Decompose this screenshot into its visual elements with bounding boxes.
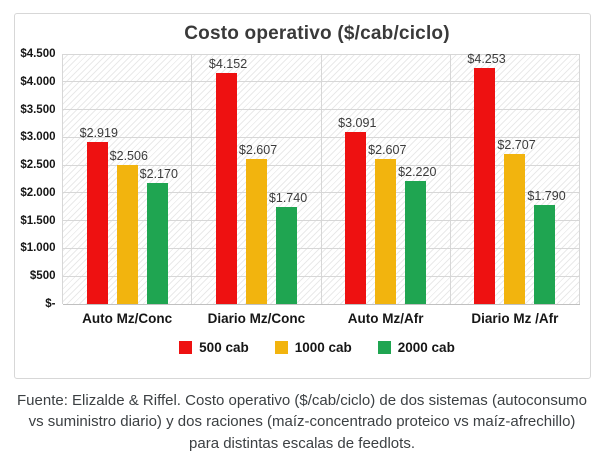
y-axis-tick-label: $3.000 bbox=[20, 131, 56, 144]
y-axis-tick-label: $3.500 bbox=[20, 103, 56, 116]
x-axis: Auto Mz/Conc Diario Mz/Conc Auto Mz/Afr Dia… bbox=[63, 311, 580, 326]
bar-cluster: $4.152 $2.607 $1.740 bbox=[192, 54, 321, 304]
bar-value-label: $3.091 bbox=[338, 116, 377, 131]
bar-1000-cab: $2.707 bbox=[497, 138, 536, 304]
figure-caption: Fuente: Elizalde & Riffel. Costo operati… bbox=[17, 392, 587, 452]
bar-500-cab: $3.091 bbox=[338, 116, 376, 304]
bar-500-cab: $4.253 bbox=[467, 52, 506, 304]
vertical-gridline bbox=[62, 54, 63, 304]
x-category-label: Auto Mz/Conc bbox=[82, 311, 173, 326]
bar-cluster: $3.091 $2.607 $2.220 bbox=[321, 54, 450, 304]
plot-area: $2.919 $2.506 $2.170 $4.152 $2.607 $1.740 $3.0… bbox=[62, 52, 580, 305]
bar-value-label: $1.790 bbox=[527, 188, 566, 203]
bar-cluster: $4.253 $2.707 $1.790 bbox=[450, 52, 579, 304]
bar-2000-cab: $1.740 bbox=[269, 191, 307, 304]
y-axis-tick-label: $500 bbox=[29, 270, 56, 283]
vertical-gridline bbox=[449, 54, 451, 304]
bar-value-label: $2.506 bbox=[109, 148, 148, 163]
x-category-label: Auto Mz/Afr bbox=[347, 311, 424, 326]
bar-value-label: $1.740 bbox=[268, 191, 308, 206]
x-category-label: Diario Mz/Conc bbox=[207, 311, 306, 326]
vertical-gridline bbox=[320, 54, 322, 304]
y-axis-tick-label: $2.500 bbox=[20, 159, 56, 172]
chart-body: $4.500 $4.000 $3.500 $3.000 $2.500 $2.000 $1.5… bbox=[15, 48, 580, 326]
legend-label: 2000 cab bbox=[397, 340, 455, 355]
legend: 500 cab 1000 cab 2000 cab bbox=[55, 340, 580, 355]
bar-500-cab: $4.152 bbox=[209, 57, 247, 304]
y-axis-tick-label: $1.000 bbox=[20, 242, 56, 255]
bar-cluster: $2.919 $2.506 $2.170 bbox=[63, 54, 192, 304]
bar-value-label: $2.919 bbox=[79, 125, 118, 140]
y-axis-tick-label: $2.000 bbox=[20, 186, 56, 199]
legend-swatch bbox=[377, 341, 391, 354]
y-axis-tick-label: $4.000 bbox=[20, 75, 56, 88]
y-axis-tick-label: $- bbox=[45, 298, 56, 310]
y-axis-tick-label: $4.500 bbox=[20, 48, 56, 60]
bar-2000-cab: $2.170 bbox=[140, 167, 178, 304]
plot-wrap: $2.919 $2.506 $2.170 $4.152 $2.607 $1.740 $3.0… bbox=[62, 52, 580, 326]
vertical-gridline bbox=[578, 54, 580, 304]
bar-2000-cab: $2.220 bbox=[398, 165, 436, 304]
bar-1000-cab: $2.607 bbox=[368, 143, 406, 304]
bar-value-label: $2.607 bbox=[238, 143, 278, 158]
x-category-label: Diario Mz /Afr bbox=[471, 311, 559, 326]
chart-title: Costo operativo ($/cab/ciclo) bbox=[184, 23, 450, 44]
legend-swatch bbox=[274, 341, 288, 354]
y-axis-tick-label: $1.500 bbox=[20, 214, 56, 227]
vertical-gridline bbox=[191, 54, 193, 304]
bar-500-cab: $2.919 bbox=[80, 126, 118, 304]
legend-item: 2000 cab bbox=[377, 340, 455, 355]
y-axis: $4.500 $4.000 $3.500 $3.000 $2.500 $2.000 $1.5… bbox=[15, 48, 63, 310]
bar-clusters: $2.919 $2.506 $2.170 $4.152 $2.607 $1.740 $3.0… bbox=[63, 52, 580, 304]
bar-value-label: $4.152 bbox=[208, 57, 248, 72]
bar-1000-cab: $2.506 bbox=[110, 149, 148, 304]
bar-value-label: $2.607 bbox=[368, 143, 407, 158]
bar-value-label: $2.220 bbox=[398, 164, 437, 179]
bar-value-label: $2.707 bbox=[497, 137, 536, 152]
chart-frame: Costo operativo ($/cab/ciclo) $4.500 $4.0… bbox=[13, 13, 591, 379]
legend-swatch bbox=[179, 341, 193, 354]
legend-label: 500 cab bbox=[199, 340, 249, 355]
x-axis-line bbox=[62, 303, 580, 305]
bar-value-label: $2.170 bbox=[139, 167, 178, 182]
bar-1000-cab: $2.607 bbox=[239, 143, 277, 304]
bar-2000-cab: $1.790 bbox=[527, 189, 566, 304]
bar-value-label: $4.253 bbox=[467, 51, 506, 66]
legend-item: 500 cab bbox=[179, 340, 249, 355]
legend-label: 1000 cab bbox=[294, 340, 352, 355]
legend-item: 1000 cab bbox=[274, 340, 352, 355]
